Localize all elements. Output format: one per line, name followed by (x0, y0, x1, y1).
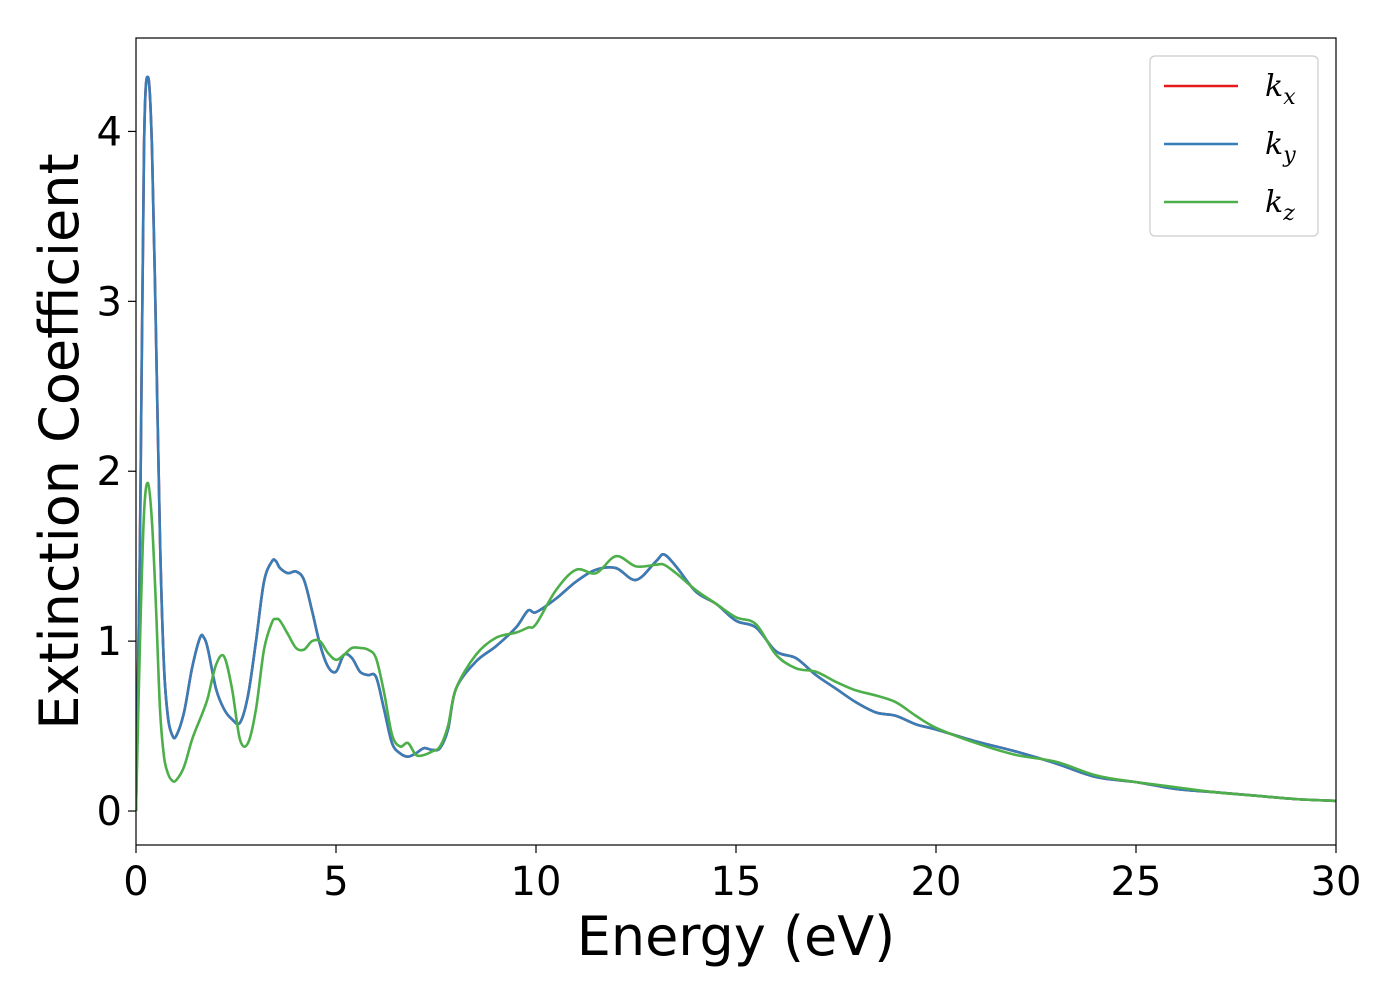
legend-label-k-z: kz (1265, 185, 1295, 226)
y-tick-label: 1 (97, 619, 122, 665)
legend-label-k-x: kx (1265, 69, 1296, 110)
x-tick-label: 10 (511, 859, 562, 905)
x-tick-label: 20 (911, 859, 962, 905)
x-tick-label: 25 (1111, 859, 1162, 905)
series-layer (136, 75, 1336, 812)
x-tick-label: 5 (323, 859, 348, 905)
y-tick-label: 0 (97, 789, 122, 835)
legend-label-k-y: ky (1265, 127, 1296, 168)
y-tick-label: 3 (97, 279, 122, 325)
series-line-k-y (136, 75, 1336, 812)
x-tick-label: 30 (1311, 859, 1362, 905)
x-axis-label: Energy (eV) (577, 905, 896, 968)
y-axis: 0 1 2 3 4 (97, 109, 136, 835)
x-tick-label: 0 (123, 859, 148, 905)
legend-box (1149, 55, 1319, 237)
x-tick-label: 15 (711, 859, 762, 905)
y-tick-label: 4 (97, 109, 122, 155)
legend: kx ky kz (1149, 55, 1319, 237)
series-line-k-z (136, 481, 1336, 812)
y-axis-label: Extinction Coefficient (28, 153, 91, 729)
x-axis: 0 5 10 15 20 25 30 (123, 845, 1361, 905)
y-tick-label: 2 (97, 449, 122, 495)
